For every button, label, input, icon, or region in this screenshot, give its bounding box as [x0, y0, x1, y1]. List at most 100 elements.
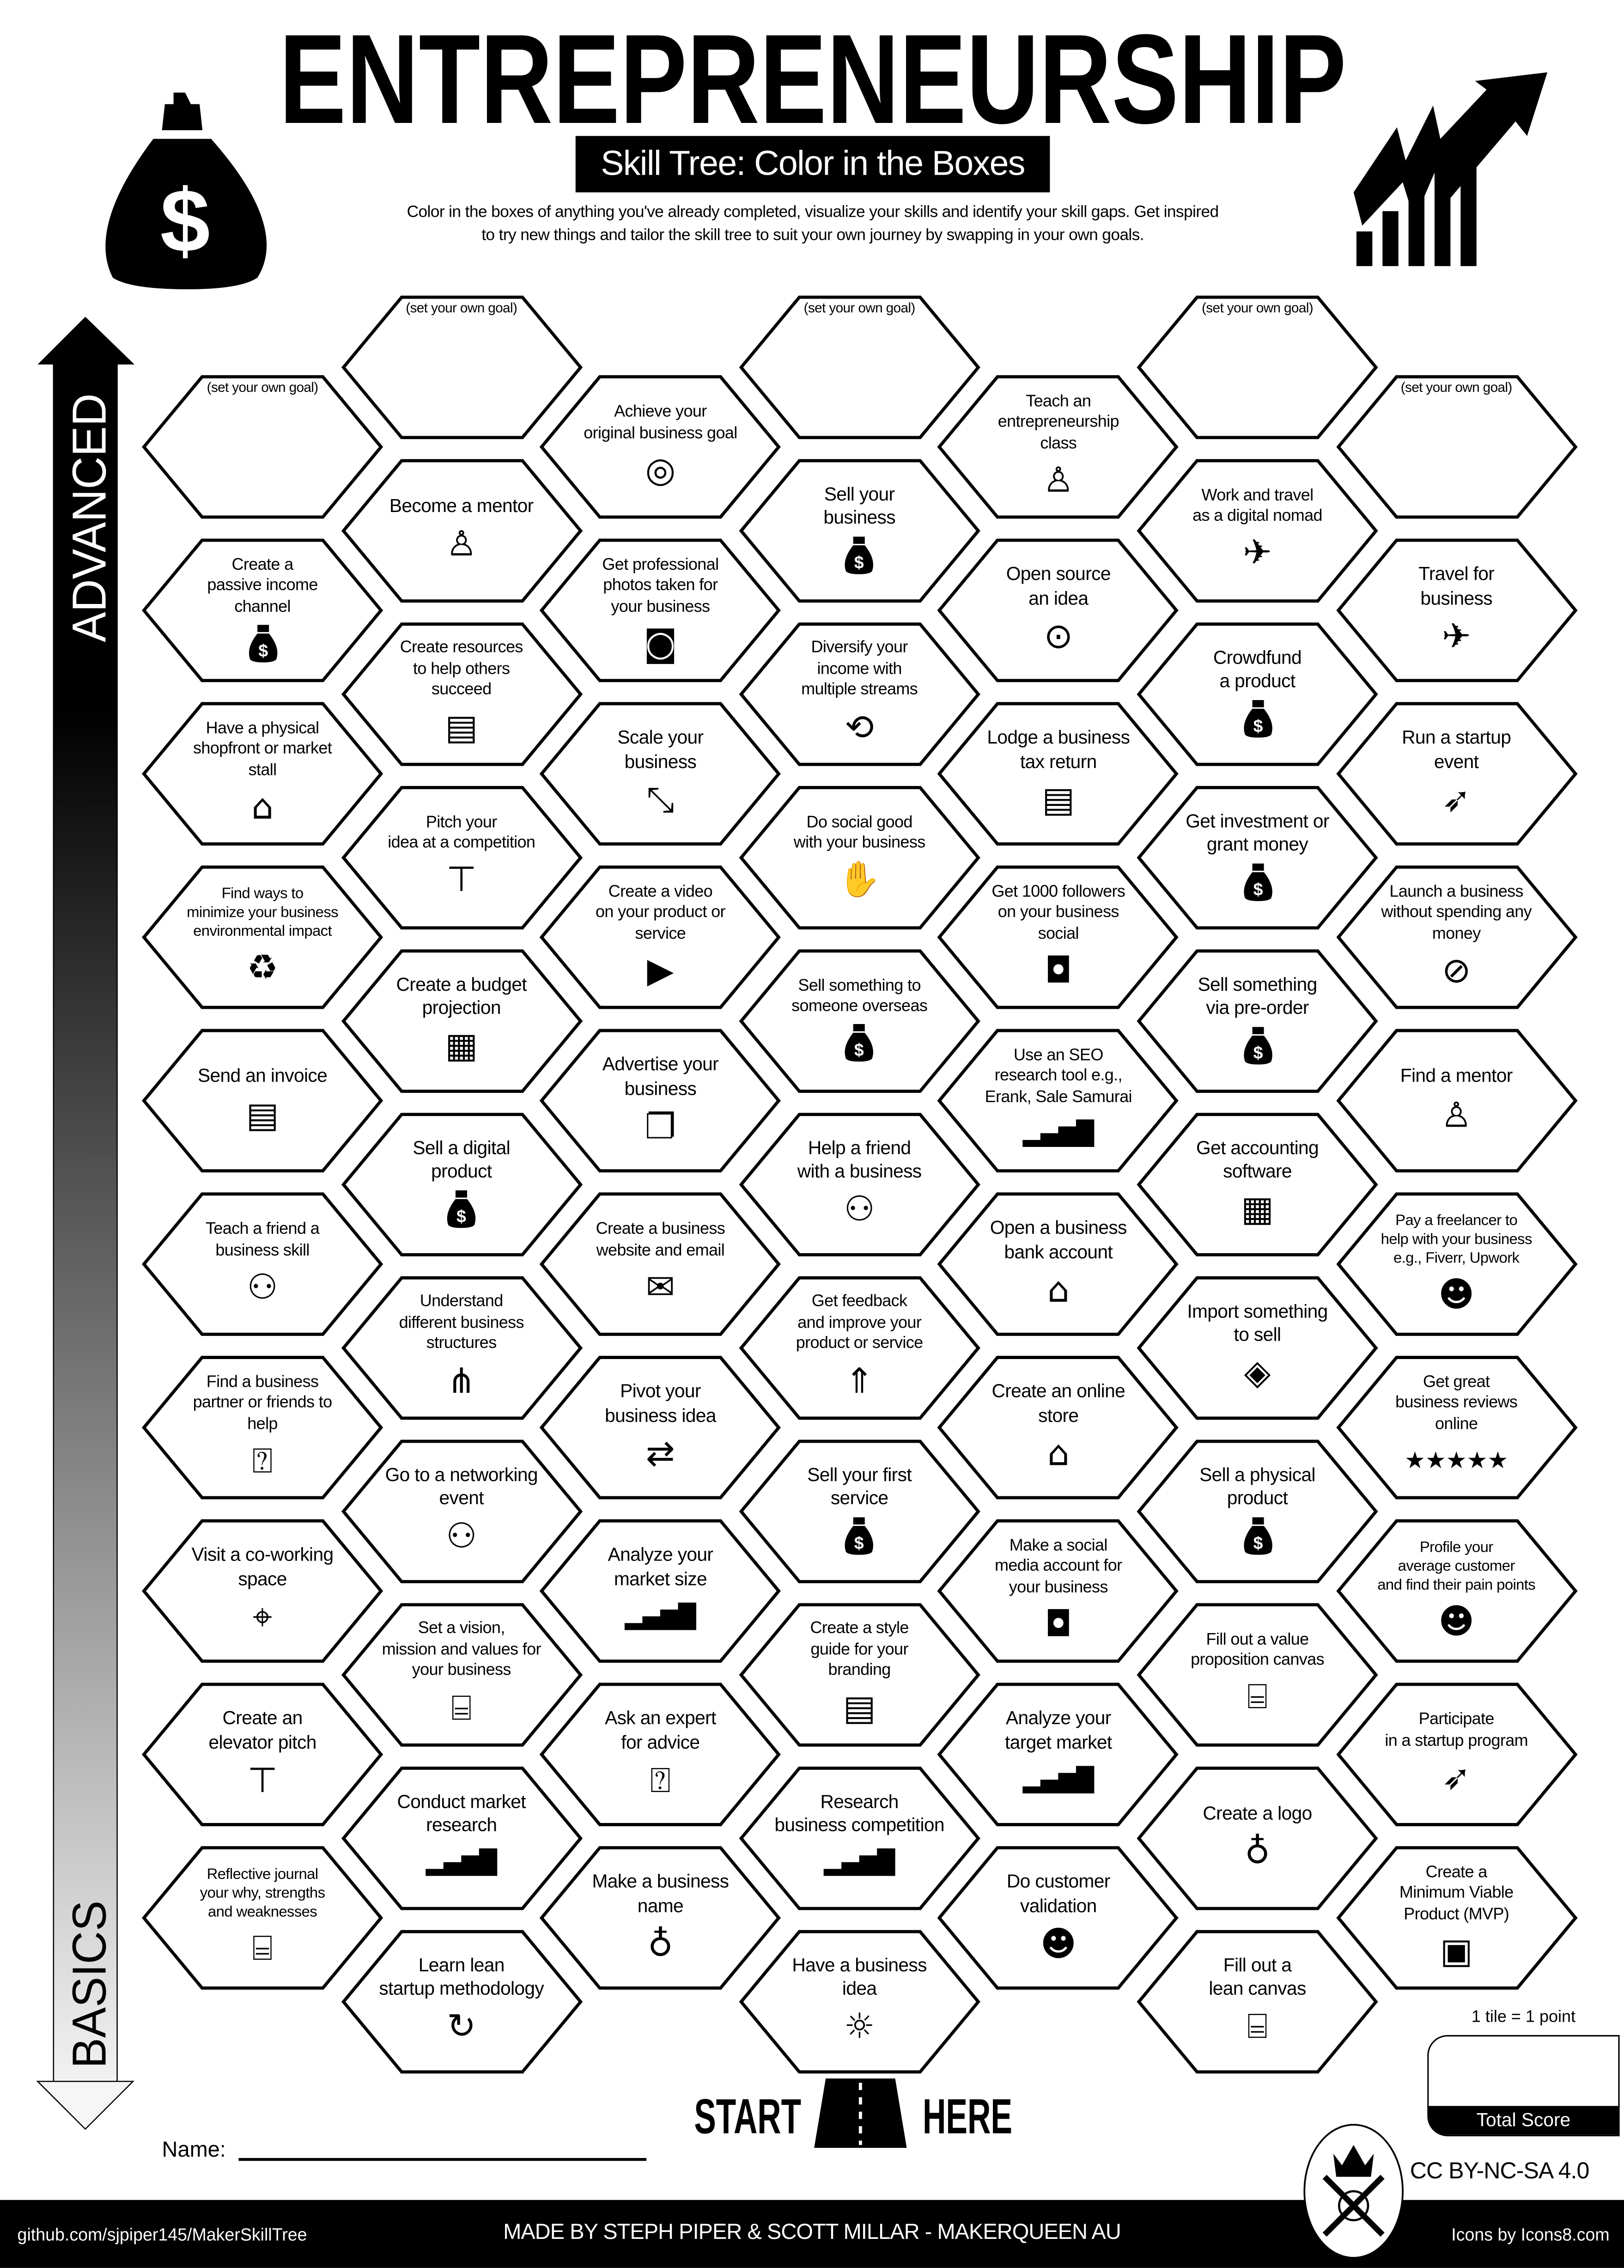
skill-tile[interactable]: Get professional photos taken for your b… [540, 538, 781, 683]
skill-tile[interactable]: Ask an expert for advice ⍰ [540, 1682, 781, 1827]
tile-content: Teach an entrepreneurship class ♙ [969, 380, 1147, 511]
tile-content: Lodge a business tax return ▤ [969, 707, 1147, 838]
custom-goal-tile[interactable]: (set your own goal) [341, 294, 582, 439]
skill-tile[interactable]: Use an SEO research tool e.g., Erank, Sa… [937, 1028, 1179, 1173]
skill-tile[interactable]: Sell your business $ [739, 458, 980, 603]
skill-tile[interactable]: Get feedback and improve your product or… [739, 1275, 980, 1420]
skill-tile[interactable]: Participate in a startup program ➶ [1336, 1682, 1577, 1827]
skill-tile[interactable]: Import something to sell ◈ [1137, 1275, 1378, 1420]
custom-goal-tile[interactable]: (set your own goal) [1336, 375, 1577, 519]
tile-content: Sell something to someone overseas $ [771, 954, 949, 1084]
license-label: CC BY-NC-SA 4.0 [1410, 2159, 1590, 2184]
skill-tile[interactable]: Create a business website and email ✉ [540, 1192, 781, 1336]
skill-tile[interactable]: Scale your business ⤡ [540, 701, 781, 846]
icons-credit[interactable]: Icons by Icons8.com [1451, 2224, 1610, 2245]
total-score-input[interactable] [1429, 2036, 1618, 2106]
skill-tile[interactable]: Understand different business structures… [341, 1275, 582, 1420]
skill-tile[interactable]: Fill out a value proposition canvas ⌸ [1137, 1602, 1378, 1746]
skill-tile[interactable]: Get investment or grant money $ [1137, 785, 1378, 929]
skill-tile[interactable]: Crowdfund a product $ [1137, 621, 1378, 766]
skill-tile[interactable]: Pitch your idea at a competition ⊤ [341, 785, 582, 929]
hexagon-outline [1336, 375, 1577, 519]
skill-tile[interactable]: Pivot your business idea ⇄ [540, 1355, 781, 1500]
tile-content: Get great business reviews online ★★★★★ [1368, 1361, 1545, 1491]
skill-tile[interactable]: Get 1000 followers on your business soci… [937, 865, 1179, 1010]
repo-link[interactable]: github.com/sjpiper145/MakerSkillTree [17, 2224, 307, 2245]
skill-tile[interactable]: Create a Minimum Viable Product (MVP) ▣ [1336, 1846, 1577, 1990]
skill-tile[interactable]: Create a video on your product or servic… [540, 865, 781, 1010]
skill-tile[interactable]: Sell something to someone overseas $ [739, 948, 980, 1093]
hexagon-outline [1137, 1439, 1378, 1583]
custom-goal-tile[interactable]: (set your own goal) [739, 294, 980, 439]
skill-tile[interactable]: Sell something via pre-order $ [1137, 948, 1378, 1093]
skill-tile[interactable]: Fill out a lean canvas ⌸ [1137, 1929, 1378, 2073]
skill-tile[interactable]: Sell your first service $ [739, 1439, 980, 1583]
custom-goal-tile[interactable]: (set your own goal) [141, 375, 383, 519]
skill-tile[interactable]: Help a friend with a business ⚇ [739, 1111, 980, 1256]
skill-tile[interactable]: Launch a business without spending any m… [1336, 865, 1577, 1010]
tile-label: Open a business bank account [990, 1217, 1127, 1262]
skill-tile[interactable]: Pay a freelancer to help with your busin… [1336, 1192, 1577, 1336]
skill-tile[interactable]: Make a business name ♁ [540, 1846, 781, 1990]
skill-tile[interactable]: Get accounting software ▦ [1137, 1111, 1378, 1256]
skill-tile[interactable]: Achieve your original business goal ◎ [540, 375, 781, 519]
skill-tile[interactable]: Make a social media account for your bus… [937, 1519, 1179, 1664]
skill-tile[interactable]: Lodge a business tax return ▤ [937, 701, 1179, 846]
tile-content: Teach a friend a business skill ⚇ [174, 1198, 352, 1328]
skill-tile[interactable]: Analyze your target market ▂▄▆█ [937, 1682, 1179, 1827]
skill-tile[interactable]: Travel for business ✈ [1336, 538, 1577, 683]
skill-tile[interactable]: Research business competition ▂▄▆█ [739, 1765, 980, 1910]
money-bag-icon: $ [1243, 864, 1272, 902]
skill-tile[interactable]: Sell a digital product $ [341, 1111, 582, 1256]
skill-tile[interactable]: Advertise your business ❐ [540, 1028, 781, 1173]
tile-label: Pivot your business idea [605, 1380, 716, 1426]
skill-tile[interactable]: Create resources to help others succeed ▤ [341, 621, 582, 766]
skill-tile[interactable]: Do social good with your business ✋ [739, 785, 980, 929]
skill-tile[interactable]: Have a physical shopfront or market stal… [141, 701, 383, 846]
tile-label: Have a physical shopfront or market stal… [193, 720, 332, 780]
skill-tile[interactable]: Find a mentor ♙ [1336, 1028, 1577, 1173]
skill-tile[interactable]: Learn lean startup methodology ↻ [341, 1929, 582, 2073]
skill-tile[interactable]: Set a vision, mission and values for you… [341, 1602, 582, 1746]
tile-content: Create an online store ⌂ [969, 1361, 1147, 1491]
skill-tile[interactable]: Create a logo ♁ [1137, 1765, 1378, 1910]
tile-content: Research business competition ▂▄▆█ [771, 1771, 949, 1902]
skill-tile[interactable]: Become a mentor ♙ [341, 458, 582, 603]
skill-tile[interactable]: Find a business partner or friends to he… [141, 1355, 383, 1500]
skill-tile[interactable]: Analyze your market size ▂▄▆█ [540, 1519, 781, 1664]
skill-tile[interactable]: Visit a co-working space ⌖ [141, 1519, 383, 1664]
skill-tile[interactable]: Create a style guide for your branding ▤ [739, 1602, 980, 1746]
skill-tile[interactable]: Go to a networking event ⚇ [341, 1439, 582, 1583]
skill-tile[interactable]: Open source an idea ⊙ [937, 538, 1179, 683]
skill-tile[interactable]: Conduct market research ▂▄▆█ [341, 1765, 582, 1910]
skill-tile[interactable]: Create a budget projection ▦ [341, 948, 582, 1093]
rocket-icon: ➶ [1442, 1757, 1471, 1798]
skill-tile[interactable]: Sell a physical product $ [1137, 1439, 1378, 1583]
hexagon-outline [937, 865, 1179, 1009]
skill-tile[interactable]: Diversify your income with multiple stre… [739, 621, 980, 766]
tile-content: Create an elevator pitch ⊤ [174, 1688, 352, 1818]
skill-tile[interactable]: Teach an entrepreneurship class ♙ [937, 375, 1179, 519]
name-field[interactable] [238, 2158, 647, 2161]
skill-tile[interactable]: Create an online store ⌂ [937, 1355, 1179, 1500]
skill-tile[interactable]: Profile your average customer and find t… [1336, 1519, 1577, 1664]
hexagon-outline [739, 458, 980, 602]
tile-content: Fill out a lean canvas ⌸ [1168, 1934, 1346, 2065]
hexagon-outline [540, 538, 781, 683]
skill-tile[interactable]: Create an elevator pitch ⊤ [141, 1682, 383, 1827]
skill-tile[interactable]: Work and travel as a digital nomad ✈ [1137, 458, 1378, 603]
skill-tile[interactable]: Have a business idea ☼ [739, 1929, 980, 2073]
skill-tile[interactable]: Create a passive income channel $ [141, 538, 383, 683]
skill-tile[interactable]: Do customer validation ☻ [937, 1846, 1179, 1990]
skill-tile[interactable]: Send an invoice ▤ [141, 1028, 383, 1173]
total-score-box[interactable]: Total Score [1427, 2035, 1620, 2137]
easel-icon: ⌸ [1247, 2006, 1268, 2047]
custom-goal-tile[interactable]: (set your own goal) [1137, 294, 1378, 439]
svg-text:$: $ [855, 553, 864, 573]
skill-tile[interactable]: Find ways to minimize your business envi… [141, 865, 383, 1010]
skill-tile[interactable]: Open a business bank account ⌂ [937, 1192, 1179, 1336]
skill-tile[interactable]: Get great business reviews online ★★★★★ [1336, 1355, 1577, 1500]
skill-tile[interactable]: Reflective journal your why, strengths a… [141, 1846, 383, 1990]
skill-tile[interactable]: Run a startup event ➶ [1336, 701, 1577, 846]
skill-tile[interactable]: Teach a friend a business skill ⚇ [141, 1192, 383, 1336]
